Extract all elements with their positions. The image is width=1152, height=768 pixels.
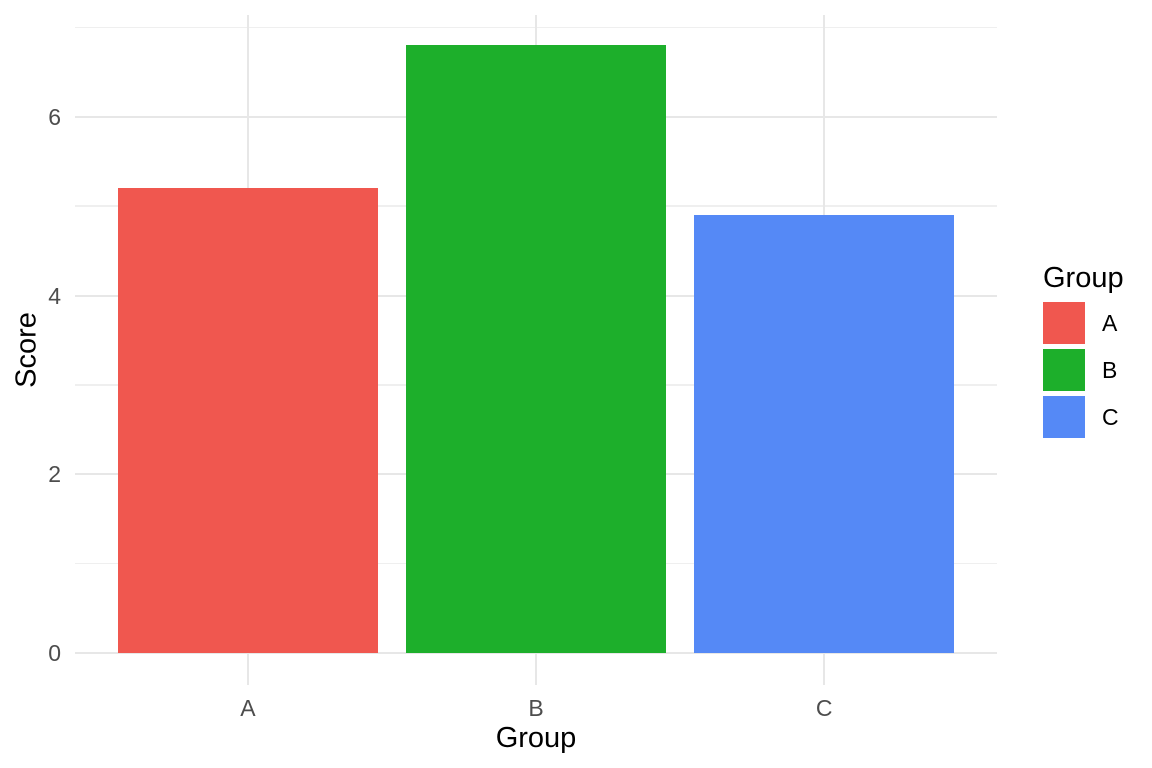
y-tick-label-4: 4 xyxy=(48,282,61,309)
bar-B xyxy=(406,45,666,653)
legend-title: Group xyxy=(1043,262,1124,294)
legend-key-swatch-A xyxy=(1043,302,1085,344)
legend-row-B: B xyxy=(1043,349,1151,391)
bar-C xyxy=(694,215,954,653)
bar-A xyxy=(118,188,378,653)
x-tick-label-A: A xyxy=(240,695,256,721)
y-tick-label-2: 2 xyxy=(48,461,61,488)
y-tick-label-6: 6 xyxy=(48,103,61,130)
x-tick-label-B: B xyxy=(528,695,544,721)
legend-label-A: A xyxy=(1102,310,1118,336)
legend-key-swatch-C xyxy=(1043,396,1085,438)
legend-row-A: A xyxy=(1043,302,1151,344)
y-axis-title: Score xyxy=(10,312,43,388)
y-tick-label-0: 0 xyxy=(48,639,61,666)
legend-label-C: C xyxy=(1102,404,1119,430)
legend-key-swatch-B xyxy=(1043,349,1085,391)
legend-label-B: B xyxy=(1102,357,1118,383)
x-axis-title: Group xyxy=(495,722,577,754)
x-tick-label-C: C xyxy=(815,695,833,721)
legend-row-C: C xyxy=(1043,396,1151,438)
plot-panel xyxy=(75,15,997,685)
